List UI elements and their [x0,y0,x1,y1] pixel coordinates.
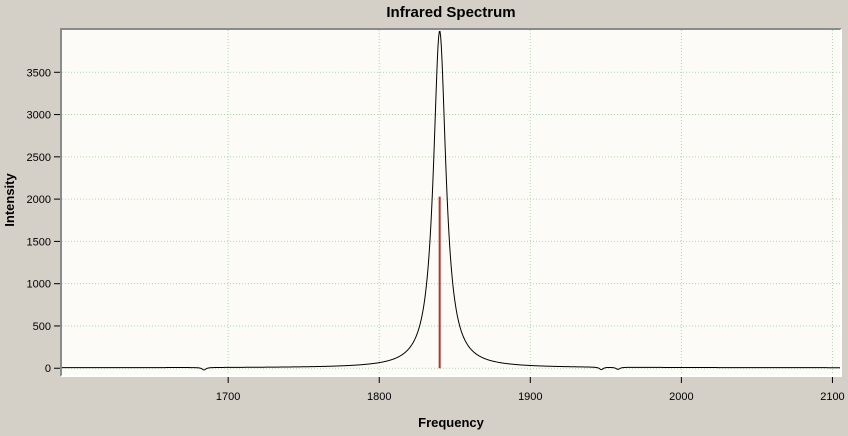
x-tick-label: 1700 [216,391,240,403]
y-tick-label: 2500 [27,152,51,164]
x-tick-label: 1800 [367,391,391,403]
y-tick-label: 1500 [27,236,51,248]
y-axis-label: Intensity [2,173,17,227]
y-tick-label: 500 [33,321,51,333]
y-tick-label: 2000 [27,194,51,206]
x-axis-label: Frequency [418,415,484,430]
chart-title: Infrared Spectrum [386,4,516,21]
x-tick-label: 2100 [820,391,844,403]
x-tick-label: 1900 [518,391,542,403]
y-tick-label: 3000 [27,110,51,122]
x-tick-label: 2000 [669,391,693,403]
y-tick-label: 0 [45,363,51,375]
plot-area [60,28,842,377]
y-tick-label: 3500 [27,67,51,79]
y-tick-label: 1000 [27,279,51,291]
